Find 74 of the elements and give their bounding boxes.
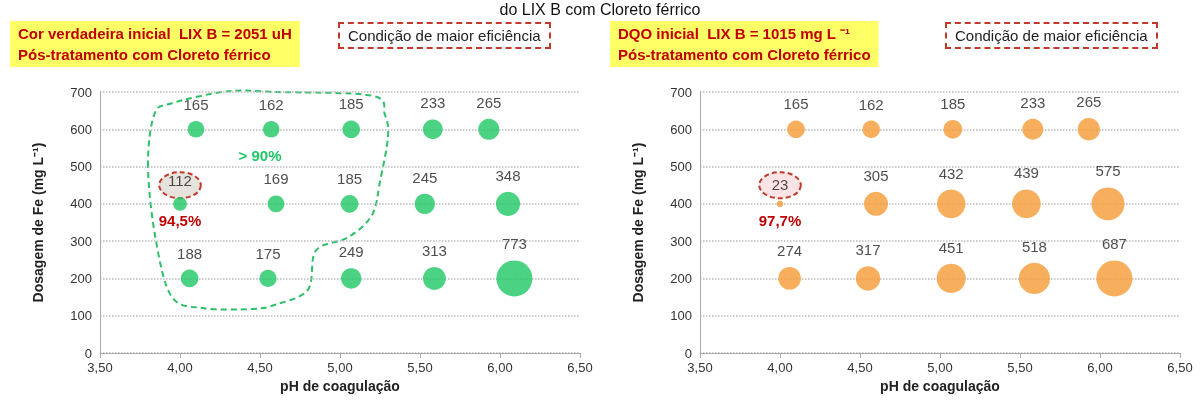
x-tick-label: 5,50	[407, 360, 433, 375]
x-axis-title: pH de coagulação	[280, 377, 400, 394]
data-label: 518	[1021, 237, 1047, 255]
x-tick-label: 6,00	[487, 360, 513, 375]
x-tick-label: 5,00	[927, 360, 953, 375]
x-tick-label: 4,50	[847, 360, 873, 375]
x-tick-label: 5,50	[1007, 360, 1033, 375]
x-tick-label: 3,50	[687, 360, 713, 375]
data-label: 687	[1101, 235, 1127, 253]
text: Condição de maior eficiência	[945, 22, 1158, 49]
data-label: 439	[1013, 164, 1039, 182]
y-axis-title: Dosagem de Fe (mg L⁻¹)	[30, 142, 46, 303]
y-tick-label: 200	[670, 270, 692, 286]
chart-title: DQO inicial LIX B = 1015 mg L ⁻¹	[618, 25, 850, 42]
data-label: 265	[1076, 93, 1102, 111]
y-tick-label: 600	[670, 121, 692, 137]
y-tick-label: 100	[670, 308, 692, 324]
text: Condição de maior eficiência	[338, 22, 551, 49]
x-tick-label: 6,50	[567, 360, 593, 375]
y-tick-label: 700	[670, 84, 692, 100]
x-tick-label: 5,00	[327, 360, 353, 375]
data-label: 249	[338, 243, 364, 261]
data-label: 185	[338, 95, 364, 113]
chart-subtitle: Pós-tratamento com Cloreto férrico	[618, 46, 871, 63]
data-label: 185	[337, 170, 363, 188]
data-label: 233	[420, 94, 446, 112]
x-tick-label: 4,00	[167, 360, 193, 375]
annotation: 97,7%	[758, 212, 802, 230]
data-label: 245	[412, 168, 438, 186]
y-tick-label: 0	[84, 345, 92, 361]
y-tick-label: 0	[684, 345, 692, 361]
y-axis-title: Dosagem de Fe (mg L⁻¹)	[630, 142, 646, 303]
annotation: > 90%	[238, 146, 282, 164]
x-tick-label: 3,50	[87, 360, 113, 375]
data-label: 233	[1020, 93, 1046, 111]
data-label: 23	[771, 175, 789, 193]
data-label: 773	[501, 235, 527, 253]
data-label: 185	[940, 94, 966, 112]
data-label: 451	[938, 238, 964, 256]
data-label: 305	[863, 166, 889, 184]
y-tick-label: 400	[70, 196, 92, 212]
data-label: 162	[258, 96, 284, 114]
y-tick-label: 500	[70, 159, 92, 175]
data-label: 175	[255, 244, 281, 262]
data-label: 188	[177, 244, 203, 262]
data-label: 317	[855, 241, 881, 259]
x-tick-label: 4,50	[247, 360, 273, 375]
data-label: 112	[168, 172, 192, 190]
chart-title: Cor verdadeira inicial LIX B = 2051 uH	[18, 25, 292, 42]
data-label: 348	[495, 166, 521, 184]
data-label: 265	[476, 93, 502, 111]
data-label: 165	[783, 95, 809, 113]
data-label: 575	[1095, 162, 1121, 180]
y-tick-label: 600	[70, 121, 92, 137]
data-label: 313	[421, 241, 447, 259]
data-label: 169	[263, 170, 289, 188]
text: do LIX B com Cloreto férrico	[450, 1, 750, 19]
data-label: 165	[183, 95, 209, 113]
data-label: 162	[858, 95, 884, 113]
y-tick-label: 300	[670, 233, 692, 249]
y-tick-label: 700	[70, 84, 92, 100]
data-label: 432	[938, 164, 964, 182]
x-tick-label: 6,50	[1167, 360, 1193, 375]
chart-subtitle: Pós-tratamento com Cloreto férrico	[18, 46, 271, 63]
data-label: 274	[777, 242, 803, 260]
y-tick-label: 100	[70, 308, 92, 324]
x-axis-title: pH de coagulação	[880, 377, 1000, 394]
y-tick-label: 300	[70, 233, 92, 249]
y-tick-label: 500	[670, 159, 692, 175]
x-tick-label: 4,00	[767, 360, 793, 375]
y-tick-label: 200	[70, 270, 92, 286]
y-tick-label: 400	[670, 196, 692, 212]
annotation: 94,5%	[158, 212, 202, 230]
x-tick-label: 6,00	[1087, 360, 1113, 375]
